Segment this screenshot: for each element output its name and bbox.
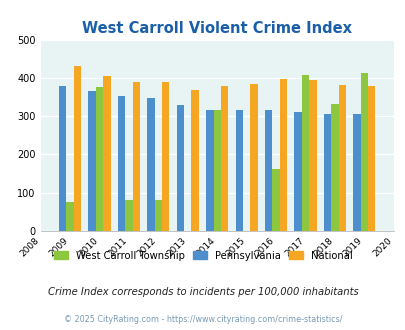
Bar [66,202,74,231]
Bar [147,98,154,231]
Bar [220,86,228,231]
Bar [117,96,125,231]
Bar [330,104,338,231]
Bar [125,200,132,231]
Text: © 2025 CityRating.com - https://www.cityrating.com/crime-statistics/: © 2025 CityRating.com - https://www.city… [64,315,341,324]
Bar [59,85,66,231]
Bar [272,169,279,231]
Bar [176,106,183,231]
Title: West Carroll Violent Crime Index: West Carroll Violent Crime Index [82,21,352,36]
Bar [103,76,110,231]
Bar [191,90,198,231]
Bar [264,111,272,231]
Bar [367,85,375,231]
Bar [309,80,316,231]
Bar [154,200,162,231]
Bar [162,82,169,231]
Bar [323,114,330,231]
Text: Crime Index corresponds to incidents per 100,000 inhabitants: Crime Index corresponds to incidents per… [47,287,358,297]
Bar [213,110,220,231]
Bar [88,90,96,231]
Bar [360,73,367,231]
Bar [301,75,309,231]
Bar [279,79,286,231]
Bar [235,111,242,231]
Bar [206,110,213,231]
Bar [74,66,81,231]
Bar [352,114,360,231]
Bar [250,84,257,231]
Bar [96,87,103,231]
Bar [294,112,301,231]
Legend: West Carroll Township, Pennsylvania, National: West Carroll Township, Pennsylvania, Nat… [53,251,352,261]
Bar [132,82,140,231]
Bar [338,85,345,231]
